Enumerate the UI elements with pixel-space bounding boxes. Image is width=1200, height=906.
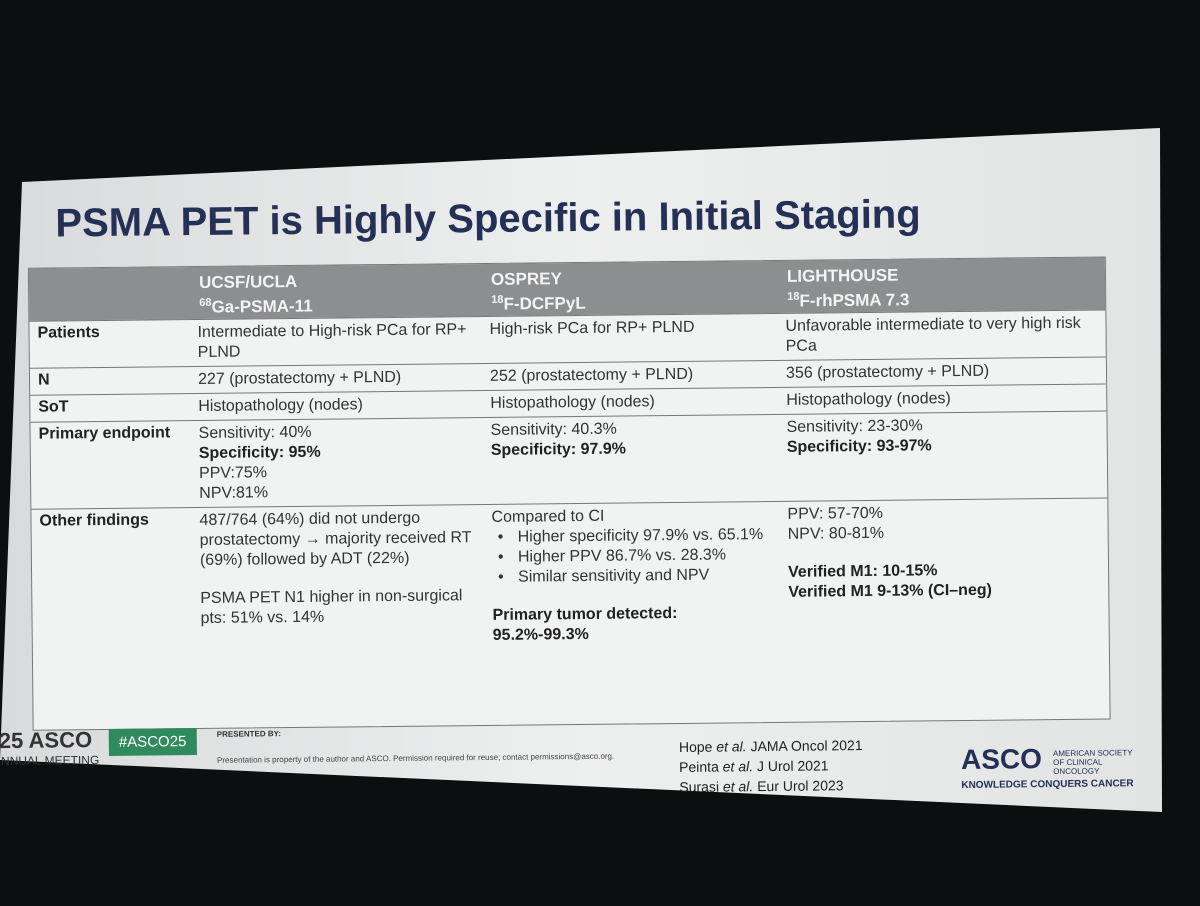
row-label: Patients (37, 324, 100, 342)
table-cell: Sensitivity: 23-30% Specificity: 93-97% (778, 411, 1107, 500)
cell-text: Histopathology (nodes) (490, 393, 655, 412)
isotope: 68 (199, 296, 212, 309)
ref-etal: et al. (716, 738, 747, 755)
ref-source: JAMA Oncol 2021 (750, 737, 863, 755)
cell-group: Compared to CIHigher specificity 97.9% v… (491, 505, 772, 588)
logo-name: ASCO (960, 743, 1043, 776)
tracer: F-DCFPyL (503, 293, 586, 314)
slide-title: PSMA PET is Highly Specific in Initial S… (55, 192, 921, 246)
table-row: Primary endpoint Sensitivity: 40% Specific… (30, 410, 1108, 509)
cell-text: Specificity: 97.9% (490, 440, 627, 459)
reference: Peinta et al. J Urol 2021 (679, 755, 863, 777)
table-cell: 487/764 (64%) did not undergo prostatect… (191, 505, 485, 728)
cell-text: 356 (prostatectomy + PLND) (785, 362, 990, 382)
table-cell: Compared to CIHigher specificity 97.9% v… (483, 502, 781, 725)
cell-group: 227 (prostatectomy + PLND) (198, 367, 474, 390)
study-name: UCSF/UCLA (198, 271, 298, 292)
table-cell: 252 (prostatectomy + PLND) (482, 361, 778, 390)
cell-text: 487/764 (64%) did not undergo prostatect… (199, 509, 472, 569)
cell-group: Verified M1: 10-15% Verified M1 9-13% (CI… (788, 560, 1100, 603)
cell-group: Sensitivity: 23-30% Specificity: 93-97% (786, 415, 1098, 458)
notice: Presentation is property of the author a… (216, 751, 615, 765)
presented-by: PRESENTED BY: (216, 729, 282, 739)
cell-text: NPV:81% (199, 484, 269, 502)
table-cell: Histopathology (nodes) (778, 384, 1106, 413)
tracer: Ga-PSMA-11 (211, 296, 313, 317)
cell-group: 487/764 (64%) did not undergo prostatect… (199, 508, 476, 571)
cell-text: Verified M1 9-13% (CI–neg) (788, 581, 992, 601)
cell-text: Primary tumor detected: 95.2%-99.3% (492, 604, 678, 644)
table-cell: Sensitivity: 40.3% Specificity: 97.9% (482, 415, 779, 504)
header-cell: UCSF/UCLA 68Ga-PSMA-11 (189, 264, 482, 319)
ref-author: Surasi (679, 778, 720, 795)
table: UCSF/UCLA 68Ga-PSMA-11 OSPREY 18F-DCFPyL LIG… (27, 256, 1111, 731)
cell-text: Specificity: 93-97% (786, 437, 932, 456)
cell-group: 252 (prostatectomy + PLND) (490, 364, 770, 387)
table-cell: Histopathology (nodes) (482, 388, 778, 417)
meeting-year: 25 ASCO (0, 727, 93, 754)
table-cell: Intermediate to High-risk PCa for RP+ PL… (189, 317, 481, 366)
cell-group: Histopathology (nodes) (490, 391, 770, 414)
table-cell: Unfavorable intermediate to very high ri… (777, 310, 1105, 359)
cell-group: Sensitivity: 40.3% Specificity: 97.9% (490, 418, 770, 461)
cell-text: Histopathology (nodes) (786, 390, 951, 409)
table-cell: PPV: 57-70% NPV: 80-81% Verified M1: 10-15… (779, 498, 1109, 721)
table-cell: High-risk PCa for RP+ PLND (481, 314, 777, 363)
header-cell (29, 267, 190, 321)
cell-group: Histopathology (nodes) (198, 394, 474, 417)
header-cell: OSPREY 18F-DCFPyL (481, 261, 778, 316)
isotope: 18 (787, 290, 800, 303)
header-cell: LIGHTHOUSE 18F-rhPSMA 7.3 (777, 257, 1106, 312)
cell-group: Sensitivity: 40% Specificity: 95% PPV:75% N… (198, 421, 475, 504)
tracer-line: 18F-DCFPyL (491, 287, 767, 315)
cell-text: Unfavorable intermediate to very high ri… (785, 314, 1081, 355)
row-label: N (37, 371, 50, 389)
bullet-item: Similar sensitivity and NPV (492, 565, 772, 588)
cell-text: 252 (prostatectomy + PLND) (489, 365, 694, 385)
tracer-line: 18F-rhPSMA 7.3 (787, 284, 1095, 312)
tracer-line: 68Ga-PSMA-11 (199, 290, 471, 318)
table-cell: Histopathology (nodes) (190, 391, 482, 420)
logo-society: AMERICAN SOCIETY OF CLINICAL ONCOLOGY (1052, 748, 1133, 777)
ref-source: Eur Urol 2023 (757, 777, 844, 795)
cell-group: 356 (prostatectomy + PLND) (786, 361, 1098, 384)
references: Hope et al. JAMA Oncol 2021 Peinta et al.… (679, 735, 863, 797)
ref-author: Peinta (679, 758, 719, 775)
cell-text: NPV: 80-81% (787, 524, 885, 543)
cell-text: Histopathology (nodes) (198, 396, 363, 415)
cell-text: Intermediate to High-risk PCa for RP+ PL… (197, 321, 467, 361)
cell-group: Histopathology (nodes) (786, 388, 1098, 411)
ref-etal: et al. (722, 758, 754, 775)
cell-group: Primary tumor detected: 95.2%-99.3% (492, 603, 772, 646)
isotope: 18 (491, 293, 504, 306)
cell-text: 227 (prostatectomy + PLND) (197, 368, 402, 388)
ref-source: J Urol 2021 (756, 757, 829, 775)
ref-author: Hope (678, 738, 713, 755)
row-label: Other findings (39, 511, 149, 530)
table-row: Other findings 487/764 (64%) did not unde… (31, 497, 1110, 730)
logo-tagline: KNOWLEDGE CONQUERS CANCER (961, 778, 1134, 792)
ref-etal: et al. (722, 778, 754, 795)
cell-text: High-risk PCa for RP+ PLND (489, 318, 695, 338)
row-label: SoT (38, 398, 69, 416)
table-cell: 227 (prostatectomy + PLND) (190, 364, 482, 393)
cell-group: PSMA PET N1 higher in non-surgical pts: … (200, 586, 476, 629)
table-cell: 356 (prostatectomy + PLND) (778, 357, 1106, 386)
reference: Hope et al. JAMA Oncol 2021 (679, 735, 863, 757)
reference: Surasi et al. Eur Urol 2023 (679, 775, 863, 797)
row-label: Primary endpoint (38, 424, 171, 443)
meeting-name: NNUAL MEETING (0, 753, 100, 769)
cell-group: Unfavorable intermediate to very high ri… (785, 314, 1097, 357)
cell-group: High-risk PCa for RP+ PLND (489, 317, 769, 340)
tracer: F-rhPSMA 7.3 (799, 290, 910, 311)
table-cell: Sensitivity: 40% Specificity: 95% PPV:75% N… (190, 418, 483, 507)
cell-text: PSMA PET N1 higher in non-surgical pts: … (200, 587, 463, 627)
hashtag: #ASCO25 (108, 728, 197, 756)
cell-group: Intermediate to High-risk PCa for RP+ PL… (197, 320, 473, 363)
cell-group: PPV: 57-70% NPV: 80-81% (787, 502, 1099, 545)
